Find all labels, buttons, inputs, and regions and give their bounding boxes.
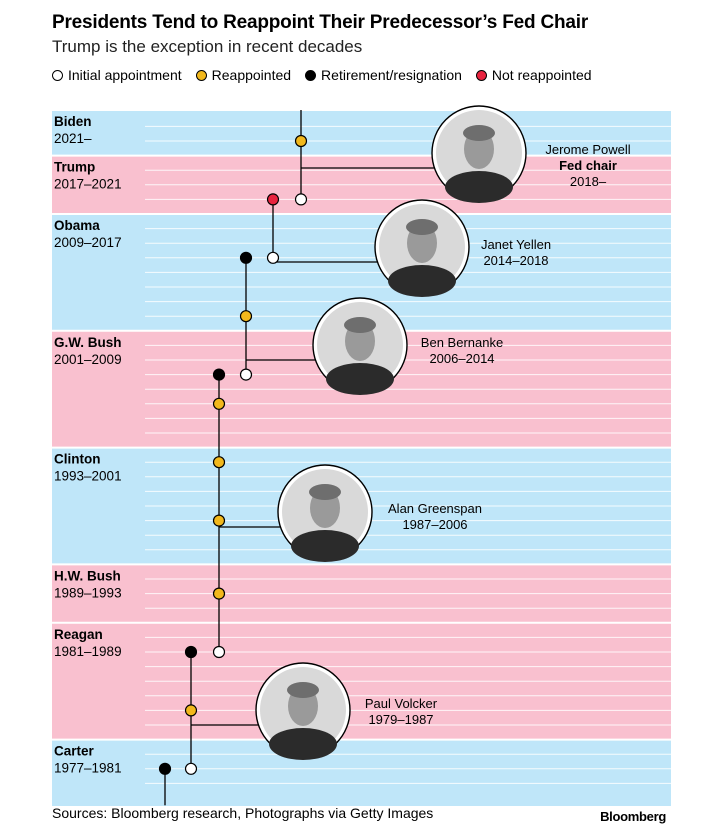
event-dot-initial [294,193,308,206]
legend-label-reappointed: Reappointed [211,67,292,83]
legend-swatch-reappointed [195,69,207,81]
president-band-biden [52,110,671,156]
portrait-ben-bernanke [312,297,408,395]
event-dots [158,134,308,775]
event-dot-reappointed [239,310,253,323]
legend-swatch-retirement [305,69,317,81]
legend-label-not-reappointed: Not reappointed [491,67,592,83]
event-dot-reappointed [212,456,226,469]
president-name-obama: Obama [54,218,100,233]
legend-item-reappointed: Reappointed [195,67,292,83]
chair-name-ben-bernanke: Ben Bernanke [421,335,503,350]
portrait-janet-yellen [374,199,470,297]
portrait-suit [269,728,337,760]
event-dot-not_reappointed [266,193,280,206]
event-dot-initial [212,645,226,659]
legend-item-initial: Initial appointment [52,67,182,83]
president-years-trump: 2017–2021 [54,177,122,192]
legend-label-retirement: Retirement/resignation [321,67,462,83]
event-dot-reappointed [212,514,226,527]
chair-years-alan-greenspan: 1987–2006 [402,517,467,532]
president-labels: Biden 2021– Trump 2017–2021 Obama 2009–2017 G.… [54,114,122,776]
legend-item-retirement: Retirement/resignation [305,67,462,83]
event-dot-initial [239,368,253,381]
page-subtitle: Trump is the exception in recent decades [52,37,363,56]
chair-name-jerome-powell: Jerome Powell [545,142,630,157]
president-name-trump: Trump [54,160,95,175]
president-name-biden: Biden [54,114,92,129]
chair-years-ben-bernanke: 2006–2014 [429,351,494,366]
president-years-reagan: 1981–1989 [54,644,122,659]
event-dot-retirement [212,368,226,381]
portrait-hair [309,484,341,500]
president-years-h-w-bush: 1989–1993 [54,585,122,600]
sources-note: Sources: Bloomberg research, Photographs… [52,805,434,821]
portrait-paul-volcker [255,662,351,760]
president-band-carter [52,739,671,806]
portrait-suit [445,171,513,203]
president-name-reagan: Reagan [54,627,103,642]
president-years-g-w-bush: 2001–2009 [54,352,122,367]
event-dot-retirement [158,762,172,775]
president-name-clinton: Clinton [54,452,101,467]
event-dot-initial [184,762,198,775]
president-name-h-w-bush: H.W. Bush [54,568,121,583]
event-dot-retirement [239,251,253,264]
event-dot-reappointed [212,397,226,410]
president-name-carter: Carter [54,744,95,759]
chair-years-janet-yellen: 2014–2018 [483,253,548,268]
portrait-alan-greenspan [277,464,373,562]
event-dot-reappointed [212,587,226,600]
event-dot-reappointed [184,704,198,717]
brand-logo: Bloomberg [600,809,666,824]
chair-years-paul-volcker: 1979–1987 [368,712,433,727]
chair-role-jerome-powell: Fed chair [559,158,617,173]
event-dot-retirement [184,645,198,659]
president-years-obama: 2009–2017 [54,235,122,250]
chair-name-janet-yellen: Janet Yellen [481,237,551,252]
event-dot-reappointed [294,134,308,148]
portrait-hair [406,219,438,235]
portrait-suit [326,363,394,395]
legend-swatch-initial [52,69,63,81]
legend-label-initial: Initial appointment [68,67,182,83]
president-bands [52,109,671,806]
chair-name-paul-volcker: Paul Volcker [365,696,438,711]
portrait-suit [388,265,456,297]
portrait-hair [463,125,495,141]
president-name-g-w-bush: G.W. Bush [54,335,122,350]
president-years-biden: 2021– [54,131,92,146]
portrait-hair [287,682,319,698]
page-title: Presidents Tend to Reappoint Their Prede… [52,12,589,33]
chair-name-alan-greenspan: Alan Greenspan [388,501,482,516]
portrait-hair [344,317,376,333]
event-dot-initial [266,251,280,264]
portrait-jerome-powell [431,105,527,203]
legend-swatch-not-reappointed [475,69,487,81]
president-years-clinton: 1993–2001 [54,469,122,484]
portrait-suit [291,530,359,562]
president-years-carter: 1977–1981 [54,761,122,776]
chair-years-jerome-powell: 2018– [570,174,607,189]
legend: Initial appointment Reappointed Retireme… [52,67,606,83]
legend-item-not-reappointed: Not reappointed [475,67,592,83]
